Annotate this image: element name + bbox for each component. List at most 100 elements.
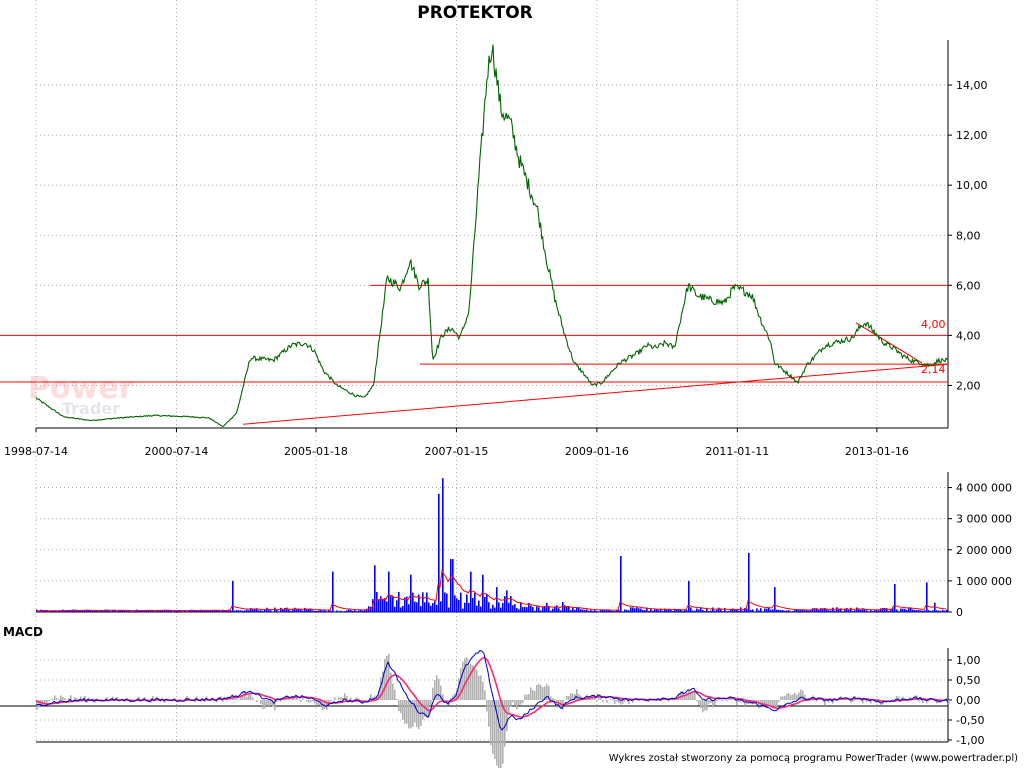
macd-histogram-bar bbox=[506, 700, 508, 732]
macd-histogram-bar bbox=[406, 700, 408, 724]
macd-histogram-bar bbox=[606, 700, 608, 703]
volume-bar bbox=[238, 610, 240, 612]
volume-bar bbox=[752, 609, 754, 612]
volume-bar bbox=[622, 611, 624, 612]
macd-histogram-bar bbox=[804, 695, 806, 700]
macd-histogram-bar bbox=[928, 700, 930, 702]
macd-histogram-bar bbox=[780, 696, 782, 700]
volume-bar bbox=[734, 609, 736, 612]
macd-histogram-bar bbox=[494, 700, 496, 759]
long-term-trendline bbox=[242, 363, 949, 425]
volume-bar bbox=[462, 608, 464, 612]
volume-bar bbox=[348, 609, 350, 612]
volume-bar bbox=[654, 609, 656, 612]
volume-bar bbox=[310, 608, 312, 612]
volume-bar bbox=[444, 592, 446, 612]
macd-histogram-bar bbox=[518, 700, 520, 706]
volume-bar bbox=[172, 611, 174, 612]
macd-histogram-bar bbox=[326, 700, 328, 710]
volume-bar bbox=[500, 607, 502, 612]
macd-histogram-bar bbox=[378, 690, 380, 700]
macd-histogram-bar bbox=[188, 697, 190, 700]
price-x-ticks: 1998-07-14 2000-07-14 2005-01-18 2007-01-15… bbox=[4, 428, 909, 458]
volume-bar bbox=[404, 597, 406, 612]
volume-bar bbox=[880, 608, 882, 612]
volume-bar bbox=[492, 604, 494, 612]
macd-histogram-bar bbox=[234, 697, 236, 700]
volume-bar bbox=[114, 609, 116, 612]
volume-bar bbox=[894, 584, 896, 612]
volume-bar bbox=[920, 610, 922, 612]
volume-bar bbox=[794, 610, 796, 612]
macd-histogram-bar bbox=[798, 692, 800, 700]
volume-bar bbox=[276, 610, 278, 612]
volume-bar bbox=[134, 611, 136, 612]
volume-bar bbox=[868, 611, 870, 612]
volume-bar bbox=[858, 608, 860, 612]
macd-histogram-bar bbox=[62, 697, 64, 700]
volume-bar bbox=[90, 610, 92, 612]
macd-histogram-bar bbox=[248, 694, 250, 700]
volume-bar bbox=[604, 610, 606, 612]
macd-histogram-bar bbox=[522, 700, 524, 703]
macd-histogram-bar bbox=[540, 684, 542, 700]
volume-bar bbox=[508, 602, 510, 612]
volume-bar bbox=[76, 610, 78, 612]
macd-histogram-bar bbox=[486, 700, 488, 712]
macd-histogram-bar bbox=[464, 658, 466, 700]
volume-bar bbox=[286, 607, 288, 612]
volume-bar bbox=[354, 610, 356, 612]
volume-bar bbox=[116, 611, 118, 612]
volume-bar bbox=[102, 611, 104, 612]
macd-histogram-bar bbox=[358, 698, 360, 700]
volume-bar bbox=[236, 609, 238, 612]
macd-histogram-bar bbox=[896, 695, 898, 700]
volume-bar bbox=[416, 602, 418, 612]
macd-histogram-bar bbox=[438, 678, 440, 700]
volume-bar bbox=[574, 609, 576, 612]
macd-histogram-bar bbox=[272, 700, 274, 707]
volume-bar bbox=[590, 609, 592, 612]
volume-y-ticks: 0 1 000 000 2 000 000 3 000 000 4 000 000 bbox=[948, 482, 1012, 619]
macd-histogram-bar bbox=[60, 695, 62, 700]
volume-bar bbox=[558, 608, 560, 612]
macd-histogram-bar bbox=[570, 693, 572, 700]
volume-bar bbox=[888, 610, 890, 612]
macd-histogram-bar bbox=[722, 700, 724, 701]
volume-bar bbox=[184, 610, 186, 612]
volume-bar bbox=[126, 610, 128, 612]
macd-histogram-bar bbox=[718, 698, 720, 700]
volume-bar bbox=[742, 610, 744, 612]
volume-bar bbox=[906, 609, 908, 612]
volume-bar bbox=[290, 610, 292, 612]
volume-bar bbox=[918, 610, 920, 612]
volume-bar bbox=[814, 608, 816, 612]
volume-bar bbox=[530, 605, 532, 612]
macd-histogram-bar bbox=[216, 700, 218, 703]
volume-bar bbox=[798, 610, 800, 612]
macd-histogram-bar bbox=[602, 700, 604, 703]
macd-histogram-bar bbox=[340, 697, 342, 700]
volume-bar bbox=[108, 610, 110, 612]
volume-bar bbox=[670, 609, 672, 612]
volume-bar bbox=[448, 607, 450, 612]
price-y-tick-label: 12,00 bbox=[956, 129, 988, 142]
macd-histogram-bar bbox=[116, 697, 118, 700]
macd-histogram-bar bbox=[824, 700, 826, 705]
volume-bar bbox=[164, 609, 166, 612]
macd-y-ticks: -1,00 -0,50 0,00 0,50 1,00 bbox=[948, 654, 984, 747]
macd-histogram-bar bbox=[576, 689, 578, 700]
macd-y-tick-label: 0,00 bbox=[956, 694, 981, 707]
volume-bar bbox=[498, 602, 500, 612]
volume-bar bbox=[288, 609, 290, 612]
price-y-ticks: 2,00 4,00 6,00 8,00 10,00 12,00 14,00 bbox=[948, 79, 988, 392]
macd-histogram-bar bbox=[498, 700, 500, 768]
macd-histogram-bar bbox=[300, 700, 302, 702]
macd-histogram-bar bbox=[764, 700, 766, 704]
macd-histogram-bar bbox=[270, 700, 272, 706]
price-y-tick-label: 4,00 bbox=[956, 329, 981, 342]
macd-histogram-bar bbox=[700, 700, 702, 708]
volume-bar bbox=[300, 609, 302, 612]
volume-bar bbox=[514, 604, 516, 612]
macd-histogram-bar bbox=[470, 663, 472, 700]
